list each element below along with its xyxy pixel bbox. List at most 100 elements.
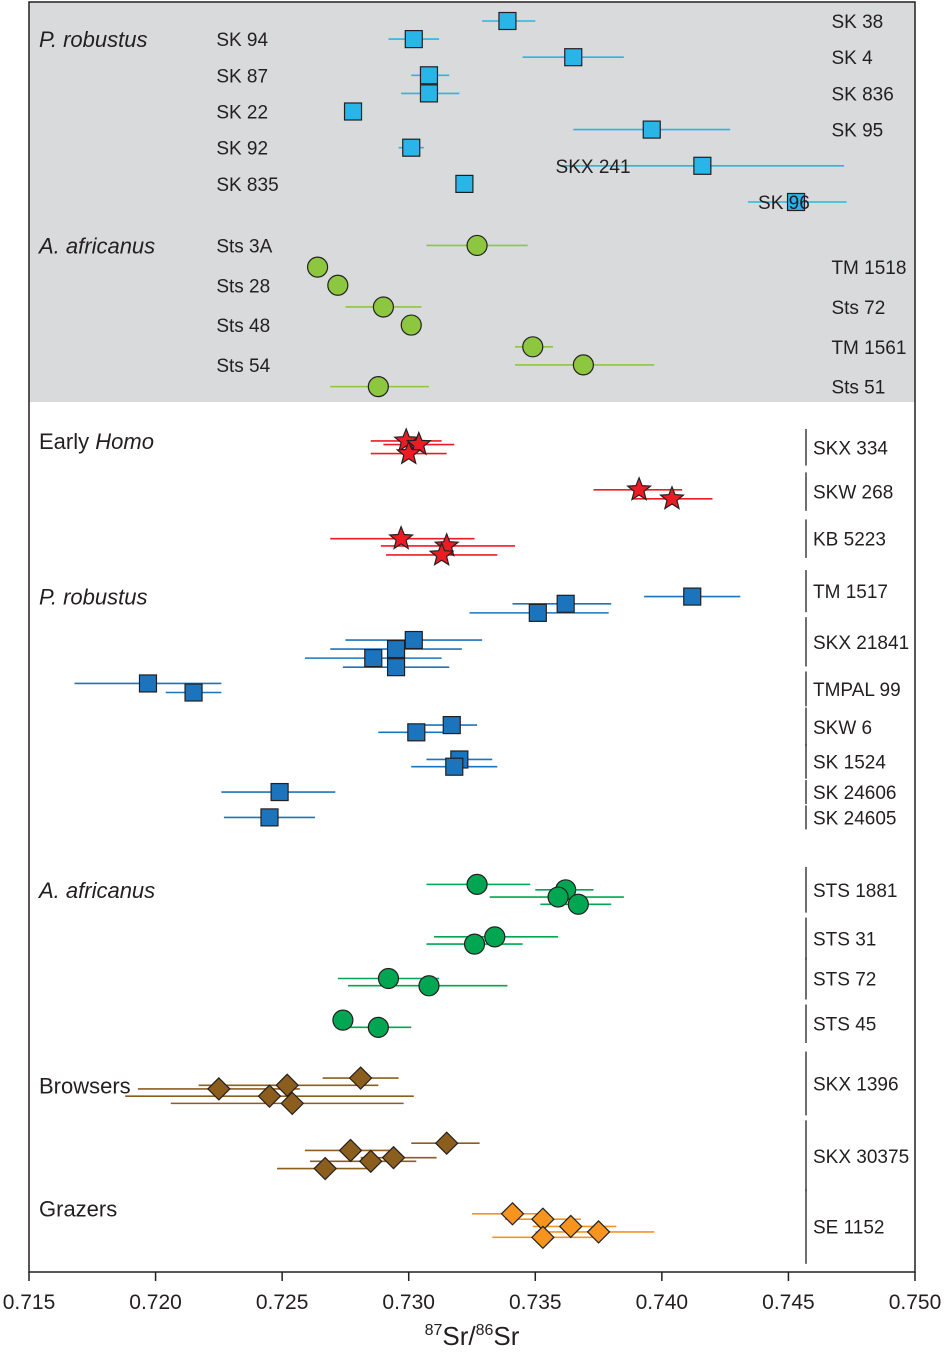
group-label: P. robustus bbox=[39, 27, 147, 52]
group-label: A. africanus bbox=[37, 233, 155, 258]
data-point bbox=[419, 66, 439, 85]
x-tick-label: 0.740 bbox=[636, 1291, 689, 1314]
specimen-label: SK 95 bbox=[831, 121, 883, 142]
specimen-label: Sts 54 bbox=[216, 356, 270, 377]
specimen-label: TM 1561 bbox=[831, 338, 906, 359]
data-point bbox=[442, 715, 461, 735]
data-point bbox=[522, 336, 544, 358]
data-point bbox=[348, 1066, 373, 1090]
specimen-label: Sts 48 bbox=[216, 316, 270, 337]
specimen-label: SK 38 bbox=[831, 12, 883, 33]
specimen-label: SKX 21841 bbox=[813, 633, 909, 654]
specimen-label: STS 72 bbox=[813, 969, 876, 990]
data-point bbox=[693, 156, 712, 175]
specimen-label: Sts 51 bbox=[831, 378, 885, 399]
data-point bbox=[343, 102, 363, 121]
specimen-label: SK 96 bbox=[758, 193, 810, 214]
specimen-label: KB 5223 bbox=[813, 530, 886, 551]
group-label: Early Homo bbox=[39, 429, 154, 454]
data-point bbox=[484, 926, 506, 948]
data-point bbox=[367, 376, 389, 398]
data-point bbox=[270, 782, 289, 802]
x-axis-label-sup2: 86 bbox=[476, 1322, 494, 1339]
data-point bbox=[207, 1077, 231, 1101]
x-tick-label: 0.735 bbox=[509, 1291, 562, 1314]
specimen-label: SK 24605 bbox=[813, 808, 896, 829]
specimen-label: STS 45 bbox=[813, 1015, 876, 1036]
specimen-label: SK 94 bbox=[216, 30, 268, 51]
data-point bbox=[419, 84, 439, 103]
data-point bbox=[404, 30, 423, 49]
plot-frame bbox=[28, 1, 916, 1273]
x-axis-label-sup1: 87 bbox=[425, 1322, 443, 1339]
specimen-label: SE 1152 bbox=[813, 1217, 884, 1238]
group-label: Browsers bbox=[39, 1073, 131, 1098]
data-point bbox=[381, 1145, 406, 1170]
x-tick-label: 0.715 bbox=[3, 1291, 56, 1314]
specimen-label: SKW 6 bbox=[813, 718, 872, 739]
specimen-label: STS 31 bbox=[813, 930, 876, 951]
specimen-label: Sts 3A bbox=[216, 236, 272, 257]
specimen-label: TM 1518 bbox=[831, 258, 906, 279]
data-point bbox=[500, 1201, 525, 1226]
data-point bbox=[466, 873, 488, 895]
specimen-label: SKX 30375 bbox=[813, 1147, 909, 1168]
x-axis: 0.715 0.720 0.725 0.730 0.735 0.740 0.745 0.750 bbox=[3, 1272, 942, 1314]
data-point bbox=[388, 525, 415, 550]
data-point bbox=[434, 1131, 459, 1156]
data-point bbox=[567, 893, 589, 915]
data-point bbox=[445, 757, 464, 776]
data-point bbox=[332, 1009, 354, 1031]
data-point bbox=[428, 541, 455, 567]
data-point bbox=[455, 174, 474, 193]
data-point bbox=[404, 630, 423, 650]
data-point bbox=[418, 975, 440, 997]
x-tick-label: 0.725 bbox=[256, 1291, 309, 1314]
data-point bbox=[367, 1016, 389, 1038]
data-point bbox=[377, 967, 400, 990]
data-point bbox=[257, 1084, 282, 1108]
specimen-label: STS 1881 bbox=[813, 881, 898, 902]
data-point bbox=[386, 639, 406, 659]
data-point bbox=[463, 933, 486, 955]
specimen-label: SK 836 bbox=[831, 84, 893, 105]
data-point bbox=[498, 11, 517, 31]
data-point bbox=[184, 683, 203, 702]
data-point bbox=[393, 427, 420, 452]
data-point bbox=[558, 1214, 583, 1239]
data-point bbox=[407, 723, 426, 742]
specimen-label: SK 87 bbox=[216, 66, 268, 87]
chart-labels: P. robustus A. africanus Early Homo P. robu… bbox=[37, 12, 909, 1264]
group-label: A. africanus bbox=[37, 878, 155, 903]
specimen-label: SKX 334 bbox=[813, 438, 888, 459]
group-label: P. robustus bbox=[39, 585, 147, 610]
data-point bbox=[306, 256, 329, 278]
data-point bbox=[313, 1156, 338, 1181]
specimen-label: SK 92 bbox=[216, 139, 268, 160]
data-point bbox=[466, 234, 488, 257]
data-point bbox=[327, 274, 349, 296]
chart-marks bbox=[74, 11, 847, 1250]
specimen-label: SK 835 bbox=[216, 175, 278, 196]
data-point bbox=[626, 476, 653, 501]
data-point bbox=[260, 808, 279, 827]
data-point bbox=[358, 1149, 383, 1174]
data-point bbox=[642, 120, 661, 139]
data-point bbox=[138, 674, 158, 693]
data-point bbox=[531, 1225, 555, 1250]
x-tick-label: 0.750 bbox=[889, 1291, 942, 1314]
data-point bbox=[372, 296, 394, 318]
x-tick-label: 0.720 bbox=[129, 1291, 182, 1314]
x-axis-label-part2: Sr bbox=[493, 1321, 519, 1351]
data-point bbox=[786, 192, 806, 212]
data-point bbox=[564, 48, 583, 67]
specimen-label: Sts 28 bbox=[216, 276, 270, 297]
specimen-label: Sts 72 bbox=[831, 298, 885, 319]
specimen-label: SKX 241 bbox=[556, 157, 631, 178]
group-label: Grazers bbox=[39, 1196, 117, 1221]
specimen-label: SKX 1396 bbox=[813, 1074, 899, 1095]
x-tick-label: 0.730 bbox=[382, 1291, 435, 1314]
data-point bbox=[395, 439, 422, 465]
data-point bbox=[572, 354, 594, 376]
